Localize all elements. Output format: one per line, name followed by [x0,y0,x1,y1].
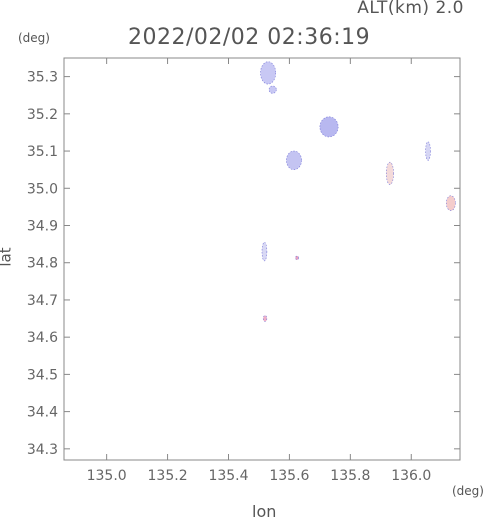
x-tick-label: 135.4 [208,468,248,484]
plot-frame [63,57,461,461]
altitude-label: ALT(km) 2.0 [357,0,464,18]
y-tick-label: 34.8 [27,256,58,272]
echo-south [262,315,268,322]
echo-east-3 [445,195,456,211]
echo-west-1 [261,241,268,262]
x-axis-unit: (deg) [452,484,484,498]
y-tick-label: 34.5 [27,367,58,383]
y-tick-label: 35.0 [27,181,58,197]
echo-center-east [319,116,339,138]
echo-layer [260,61,456,322]
x-ticks: 135.0 135.2 135.4 135.6 135.8 136.0 [87,58,431,484]
echo-north [260,61,277,85]
y-tick-label: 34.7 [27,293,58,309]
y-tick-label: 34.6 [27,330,58,346]
timestamp-title: 2022/02/02 02:36:19 [128,25,371,50]
echo-center [286,150,302,170]
echo-east-2 [425,141,431,161]
echo-east-1 [385,161,394,185]
y-tick-label: 34.9 [27,219,58,235]
echo-north-small [268,85,277,94]
y-tick-label: 35.1 [27,144,58,160]
y-tick-label: 35.2 [27,107,58,123]
x-tick-label: 135.6 [269,468,309,484]
echo-west-2 [295,255,299,261]
x-tick-label: 135.2 [148,468,188,484]
x-tick-label: 135.8 [330,468,370,484]
y-tick-label: 34.3 [27,442,58,458]
x-axis-label: lon [252,502,277,521]
x-tick-label: 136.0 [391,468,431,484]
y-axis-unit: (deg) [18,31,50,45]
y-tick-label: 34.4 [27,405,58,421]
y-ticks: 35.3 35.2 35.1 35.0 34.9 34.8 34.7 34.6 34.5 34.4… [27,70,460,458]
x-tick-label: 135.0 [87,468,127,484]
y-tick-label: 35.3 [27,70,58,86]
